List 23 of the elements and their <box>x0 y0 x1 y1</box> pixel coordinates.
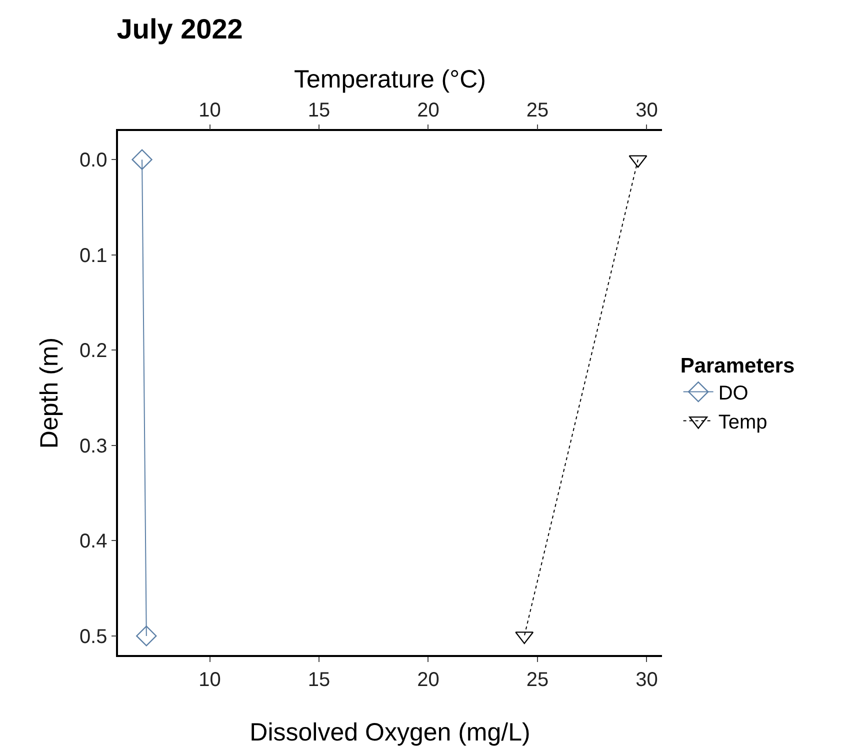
x2-tick-label: 15 <box>308 668 330 691</box>
x-tick-label: 15 <box>308 99 330 122</box>
x2-tick-label: 20 <box>417 668 440 691</box>
x-tick-label: 10 <box>198 99 221 122</box>
x2-axis-title: Temperature (°C) <box>294 66 486 94</box>
y-tick-label: 0.5 <box>79 626 108 648</box>
legend-label: Temp <box>718 412 768 434</box>
x2-tick-label: 30 <box>636 668 658 691</box>
y-tick-label: 0.4 <box>79 530 108 553</box>
y-tick-label: 0.3 <box>79 435 108 458</box>
x-axis-title: Dissolved Oxygen (mg/L) <box>250 718 530 746</box>
x-tick-label: 30 <box>636 99 658 122</box>
chart-title: July 2022 <box>116 13 243 44</box>
x-tick-label: 20 <box>417 99 440 122</box>
legend-label: DO <box>718 382 748 405</box>
y-tick-label: 0.2 <box>79 340 108 362</box>
legend-title: Parameters <box>680 354 795 378</box>
x2-tick-label: 25 <box>526 668 549 691</box>
x-tick-label: 25 <box>526 99 549 122</box>
y-tick-label: 0.1 <box>79 244 108 267</box>
y-axis-title: Depth (m) <box>36 337 64 449</box>
x2-tick-label: 10 <box>198 668 221 691</box>
y-tick-label: 0.0 <box>79 150 108 172</box>
